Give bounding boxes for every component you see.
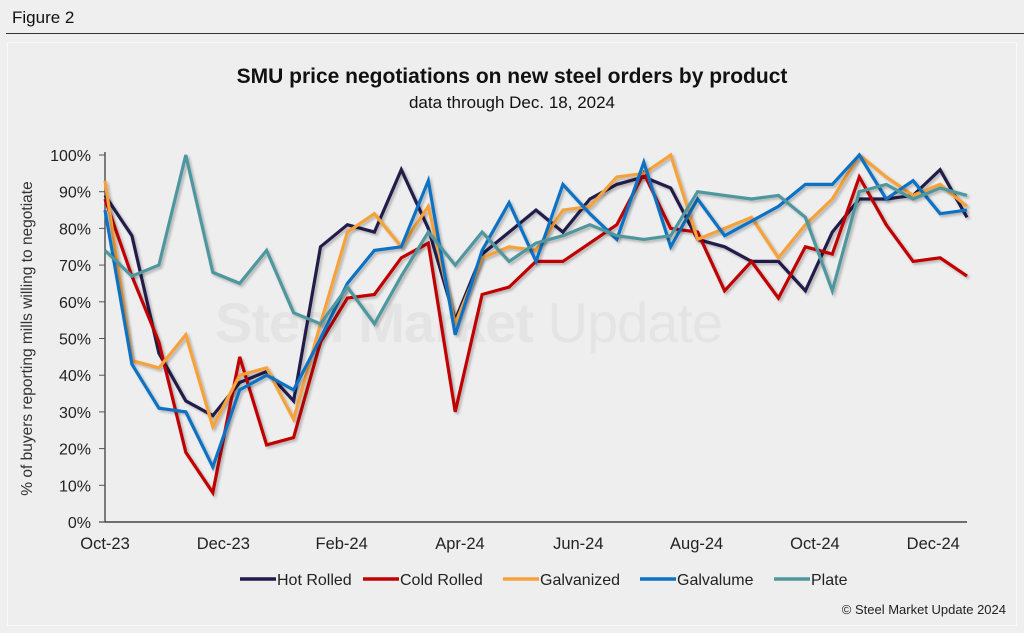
y-tick-label: 100% <box>50 148 91 165</box>
chart-subtitle: data through Dec. 18, 2024 <box>408 93 616 112</box>
series-line-cold-rolled <box>103 169 968 497</box>
y-tick-label: 50% <box>59 332 91 349</box>
y-tick-label: 0% <box>68 515 91 532</box>
y-tick-label: 10% <box>59 478 91 495</box>
x-tick-label: Oct-24 <box>790 535 840 553</box>
chart-title: SMU price negotiations on new steel orde… <box>236 65 788 88</box>
y-tick-label: 30% <box>59 405 91 422</box>
y-tick-label: 80% <box>59 221 91 238</box>
figure-divider <box>6 33 1024 34</box>
y-tick-label: 60% <box>59 295 91 312</box>
x-tick-label: Feb-24 <box>316 535 368 553</box>
x-tick-label: Apr-24 <box>435 535 485 553</box>
y-tick-label: 40% <box>59 368 91 385</box>
x-tick-label: Dec-23 <box>197 535 250 553</box>
copyright-credit: © Steel Market Update 2024 <box>841 602 1006 617</box>
y-axis-title: % of buyers reporting mills willing to n… <box>19 181 36 495</box>
series-line-plate <box>103 154 968 327</box>
figure-label: Figure 2 <box>12 8 75 27</box>
series-line-galvanized <box>103 152 969 431</box>
y-tick-label: 90% <box>59 185 91 202</box>
x-tick-label: Jun-24 <box>553 535 603 553</box>
legend-label: Galvalume <box>677 572 754 589</box>
legend-label: Hot Rolled <box>277 572 352 589</box>
x-tick-label: Oct-23 <box>80 535 130 553</box>
legend-label: Cold Rolled <box>400 572 483 589</box>
x-tick-label: Aug-24 <box>670 535 723 553</box>
series-line-galvalume <box>103 152 968 472</box>
x-tick-label: Dec-24 <box>907 535 960 553</box>
chart-panel <box>7 42 1017 626</box>
y-tick-label: 70% <box>59 258 91 275</box>
legend-label: Galvanized <box>540 572 620 589</box>
y-tick-label: 20% <box>59 442 91 459</box>
legend-label: Plate <box>811 572 848 589</box>
watermark-light: Update <box>532 291 723 354</box>
